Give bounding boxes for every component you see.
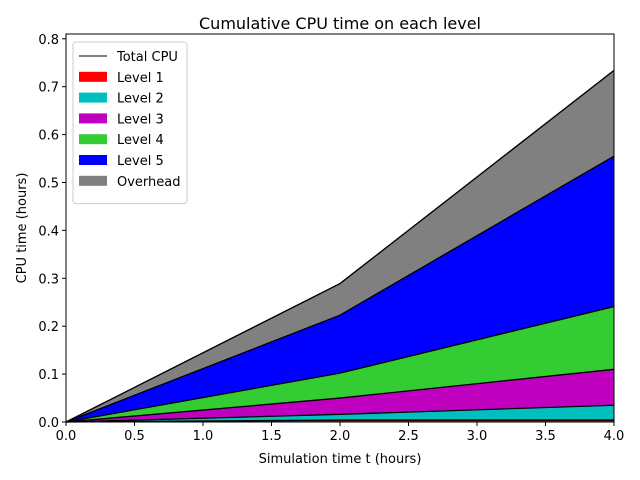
- y-tick-label: 0.5: [38, 176, 59, 191]
- legend-label-level-3: Level 3: [117, 112, 164, 127]
- area-level-4: [66, 306, 614, 422]
- y-tick-label: 0.3: [38, 272, 59, 287]
- y-tick-label: 0.0: [38, 416, 59, 431]
- y-tick-label: 0.2: [38, 320, 59, 335]
- y-tick-label: 0.7: [38, 81, 59, 96]
- legend-label-total-cpu: Total CPU: [116, 50, 178, 65]
- legend-swatch-level-3: [79, 113, 107, 124]
- legend-label-level-4: Level 4: [117, 133, 164, 148]
- legend-swatch-level-4: [79, 134, 107, 145]
- boundary-level-4: [65, 305, 615, 423]
- legend-label-level-1: Level 1: [117, 71, 164, 86]
- legend: Total CPU Level 1 Level 2 Level 3 Level 4 Lev…: [72, 41, 188, 205]
- x-tick-label: 2.5: [398, 429, 419, 444]
- plot-frame: [65, 33, 615, 423]
- y-axis-label: CPU time (hours): [15, 173, 30, 284]
- boundary-level-5: [65, 155, 615, 423]
- y-tick-label: 0.4: [38, 224, 59, 239]
- total-cpu-line: [65, 70, 615, 423]
- legend-swatch-level-5: [79, 155, 107, 165]
- x-tick-label: 1.5: [261, 429, 282, 444]
- x-tick-label: 3.0: [467, 429, 488, 444]
- x-tick-label: 4.0: [604, 429, 625, 444]
- chart-title: Cumulative CPU time on each level: [199, 14, 481, 33]
- x-tick-label: 3.5: [535, 429, 556, 444]
- boundary-level-1: [65, 419, 614, 423]
- x-tick-label: 2.0: [330, 429, 351, 444]
- legend-swatch-level-1: [79, 71, 107, 82]
- legend-label-level-5: Level 5: [117, 154, 164, 169]
- x-tick-label: 0.5: [124, 429, 145, 444]
- legend-label-level-2: Level 2: [117, 92, 164, 107]
- area-level-2: [66, 405, 614, 422]
- legend-label-overhead: Overhead: [117, 175, 181, 190]
- area-level-5: [66, 156, 614, 423]
- legend-swatch-level-2: [79, 92, 107, 103]
- series-boundary-lines: [65, 69, 615, 423]
- boundary-level-3: [65, 368, 615, 423]
- y-tick-label: 0.1: [38, 368, 59, 383]
- area-level-3: [66, 369, 614, 422]
- legend-swatch-overhead: [79, 175, 107, 186]
- y-tick-label: 0.8: [38, 33, 59, 48]
- x-axis-label: Simulation time t (hours): [259, 452, 422, 467]
- boundary-level-2: [65, 404, 615, 423]
- x-tick-label: 0.0: [56, 429, 77, 444]
- x-tick-label: 1.0: [193, 429, 214, 444]
- y-tick-label: 0.6: [38, 129, 59, 144]
- axis-ticks: 0.0 0.5 1.0 1.5 2.0 2.5 3.0 3.5 4.0 0.0 0.1 0.2 0.3 0…: [38, 33, 624, 444]
